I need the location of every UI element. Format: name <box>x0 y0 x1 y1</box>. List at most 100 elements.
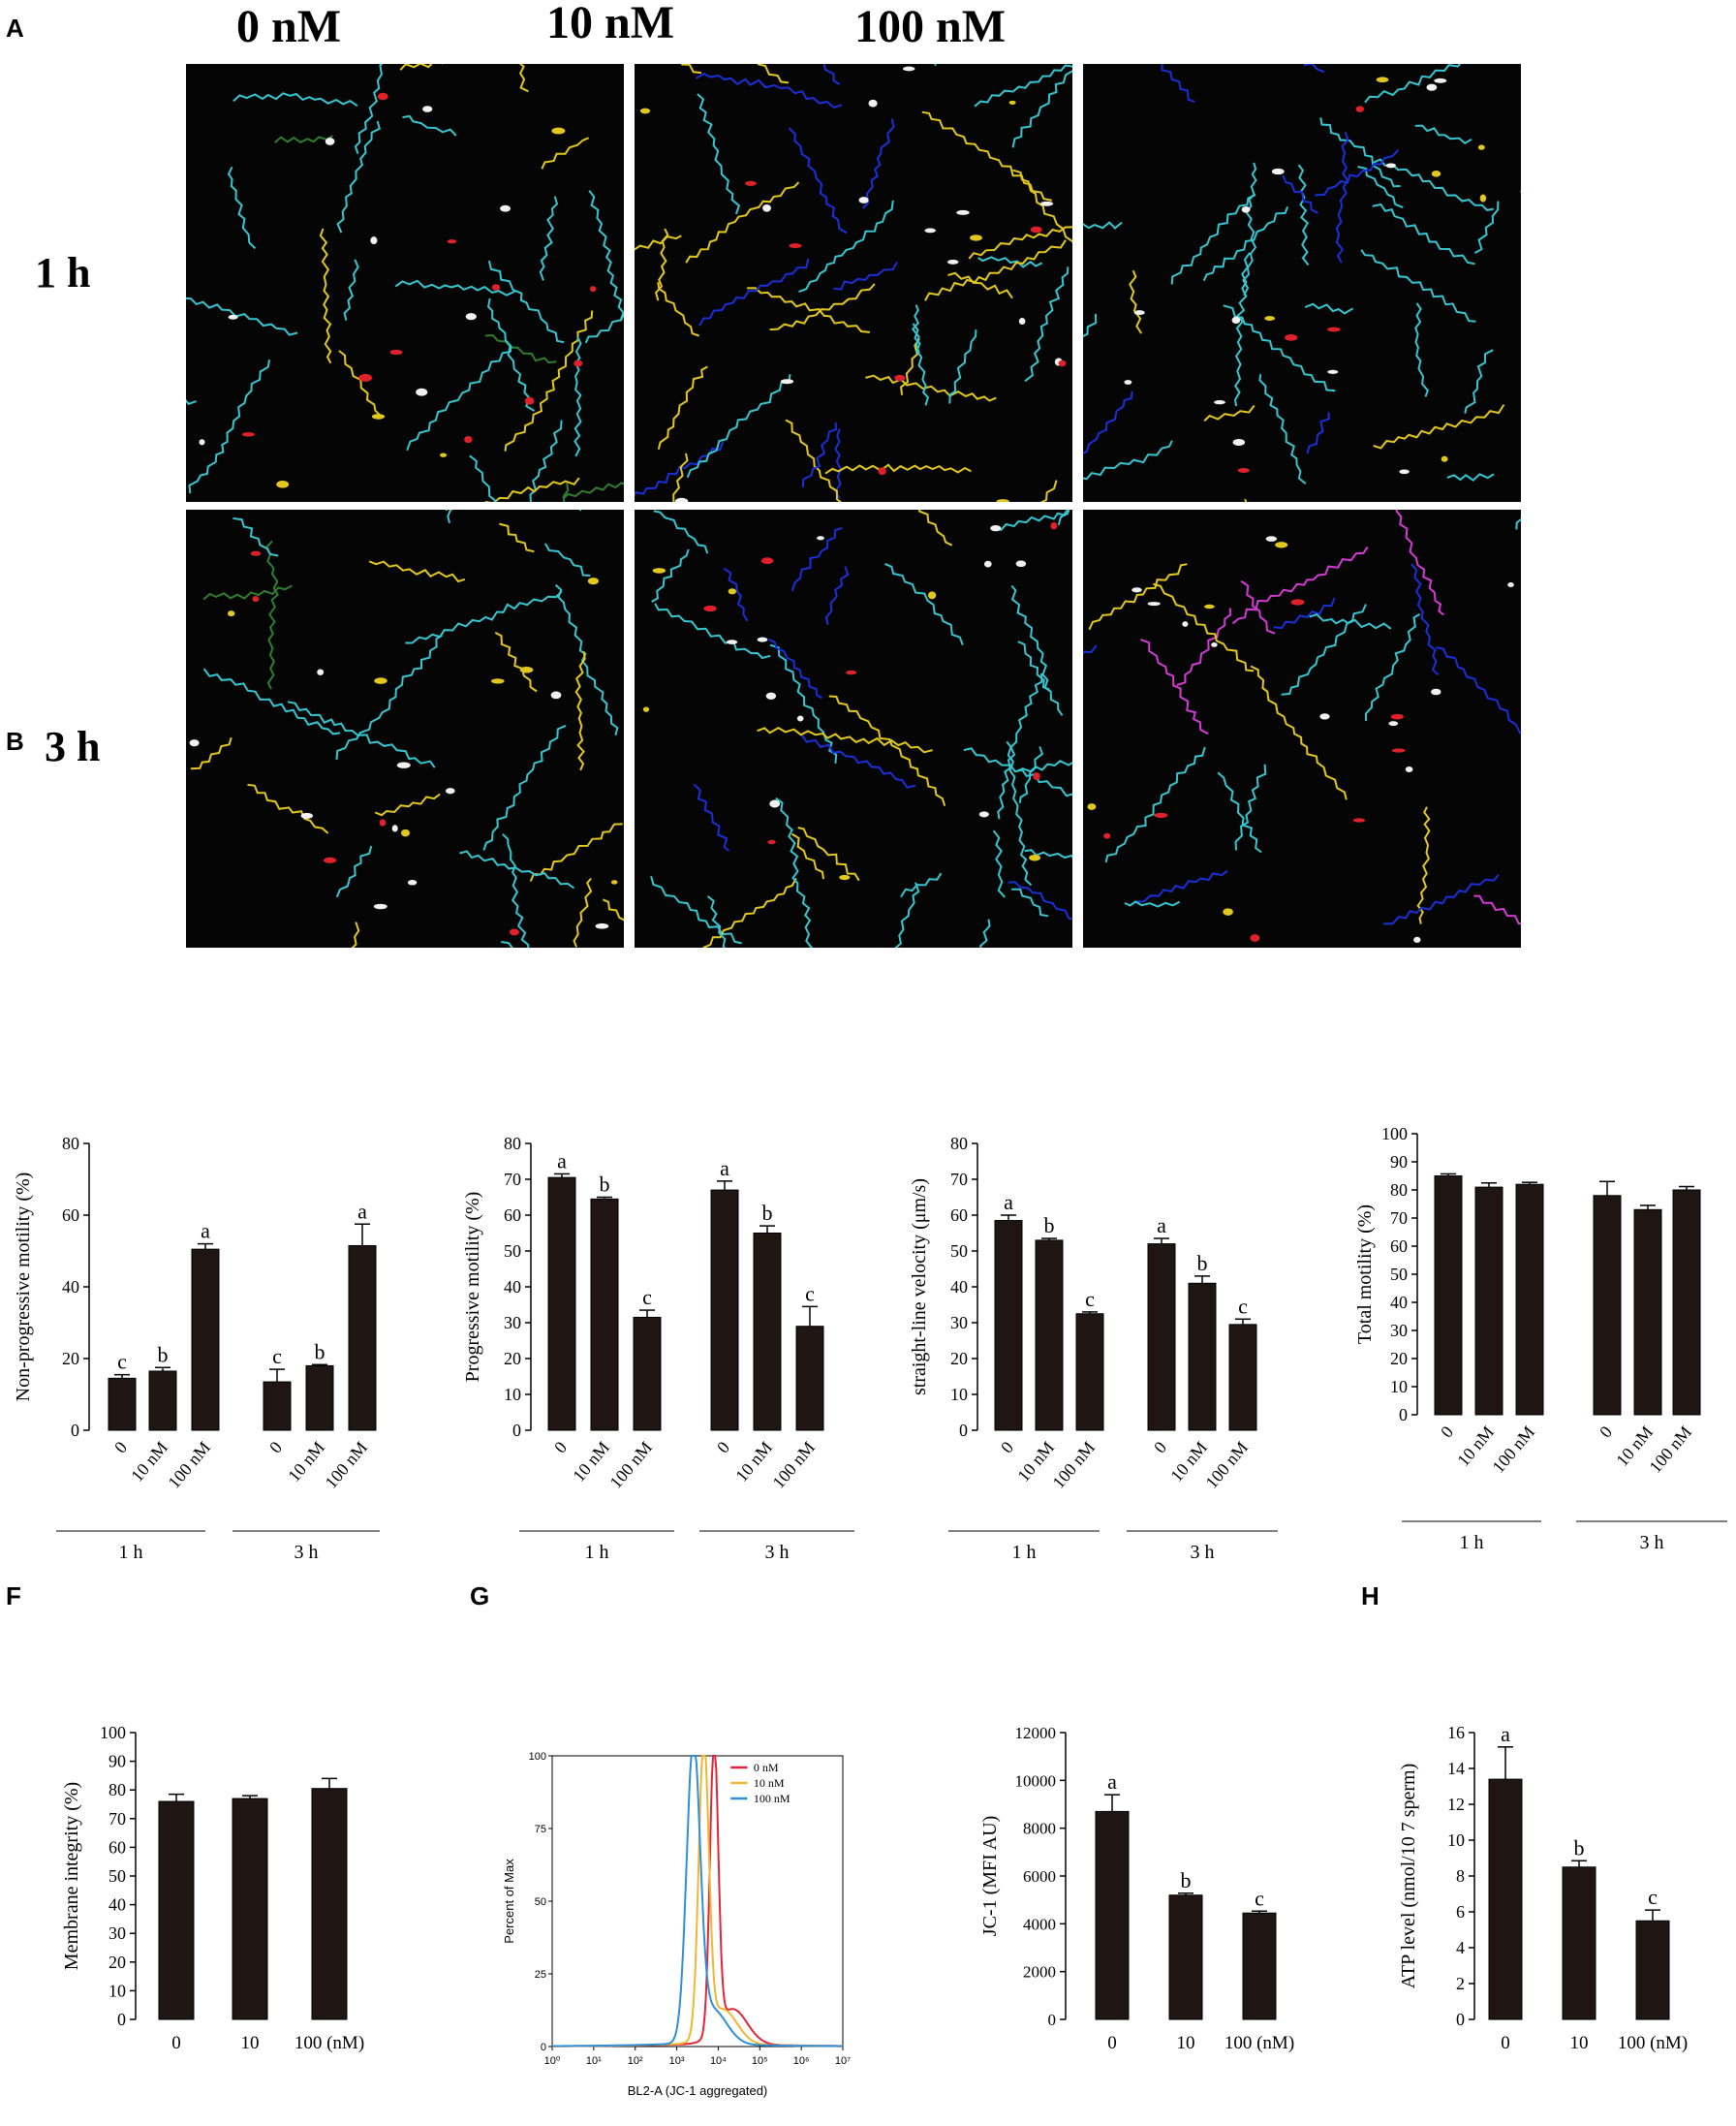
y-tick-label: 20 <box>504 1349 521 1368</box>
significance-letter: a <box>1107 1769 1117 1794</box>
sperm-head <box>1033 772 1040 780</box>
y-tick-label: 70 <box>950 1170 968 1189</box>
sperm-head <box>796 715 804 722</box>
sperm-track <box>1024 849 1072 860</box>
sperm-track <box>824 463 972 475</box>
group-label: 1 h <box>1460 1532 1484 1553</box>
sperm-track <box>602 898 624 922</box>
y-tick-label: 60 <box>62 1205 79 1225</box>
sperm-track <box>202 584 293 601</box>
y-axis-label: Membrane integrity (%) <box>61 1782 82 1970</box>
sperm-head <box>1264 316 1276 322</box>
y-tick-label: 50 <box>950 1241 968 1261</box>
chart-e-total-motility: 0 10 20 30 40 50 60 70 80 90 100 Total motility (%)… <box>1354 1124 1727 1553</box>
y-tick-label: 2000 <box>1023 1963 1056 1982</box>
sperm-track <box>338 350 382 418</box>
sperm-track <box>894 882 920 948</box>
sperm-head <box>990 524 1002 532</box>
significance-letter: b <box>762 1201 773 1225</box>
sperm-head <box>440 453 448 457</box>
sperm-track <box>554 583 619 736</box>
y-tick-label: 20 <box>62 1349 79 1368</box>
sperm-head <box>1477 144 1485 150</box>
y-tick-label: 0 <box>512 1421 521 1440</box>
sperm-track <box>1250 665 1348 800</box>
significance-letter: b <box>1197 1251 1208 1275</box>
sperm-head <box>587 578 600 585</box>
bar <box>1188 1282 1217 1431</box>
bar <box>795 1326 824 1431</box>
panel-label-f: F <box>6 1581 21 1610</box>
sperm-head <box>610 880 618 885</box>
sperm-head <box>500 204 512 212</box>
sperm-track <box>1016 760 1072 773</box>
sperm-track <box>402 114 457 137</box>
sperm-track <box>1360 249 1476 323</box>
y-tick-label: 40 <box>950 1277 968 1297</box>
significance-letter: b <box>600 1172 610 1197</box>
significance-letter: c <box>642 1285 652 1309</box>
sperm-track <box>757 726 933 754</box>
histogram-series <box>552 1755 843 2048</box>
y-axis-label: Percent of Max <box>502 1859 516 1944</box>
y-tick-label: 100 <box>1381 1124 1408 1143</box>
sperm-head <box>674 497 689 502</box>
micrograph-1h-0nm <box>186 64 624 502</box>
sperm-track <box>502 833 530 948</box>
sperm-track <box>801 735 916 789</box>
y-tick-label: 30 <box>108 1923 126 1943</box>
panel-label-g: G <box>470 1581 490 1610</box>
sperm-track <box>588 190 624 322</box>
y-tick-label: 70 <box>108 1809 126 1829</box>
sperm-track <box>653 510 709 554</box>
sperm-head <box>358 373 373 382</box>
sperm-track <box>1319 117 1401 188</box>
x-tick-label: 10⁰ <box>544 2055 561 2067</box>
sperm-track <box>797 827 860 882</box>
sperm-track <box>1357 166 1404 209</box>
sperm-track <box>1464 349 1494 414</box>
sperm-track <box>757 64 790 84</box>
bar <box>148 1370 177 1431</box>
sperm-track <box>504 310 594 452</box>
sperm-head <box>1029 854 1041 861</box>
significance-letter: a <box>557 1148 567 1172</box>
x-tick-label: 10¹ <box>586 2055 602 2067</box>
x-tick-label: 100 nM <box>1488 1423 1538 1477</box>
y-tick-label: 60 <box>950 1205 968 1225</box>
sperm-track <box>343 259 359 321</box>
micrograph-3h-100nm <box>1083 510 1521 948</box>
sperm-track <box>769 283 876 331</box>
sperm-track <box>635 234 682 251</box>
sperm-track <box>539 196 559 281</box>
column-title-0nm: 0 nM <box>236 1 341 52</box>
sperm-head <box>1275 542 1288 548</box>
sperm-track <box>768 638 823 700</box>
x-tick-label: 100 nM <box>605 1438 656 1492</box>
x-tick-label: 10⁶ <box>793 2055 810 2067</box>
sperm-head <box>1285 334 1298 341</box>
sperm-track <box>1083 313 1098 338</box>
sperm-track <box>723 567 749 622</box>
sperm-track <box>1124 900 1181 908</box>
sperm-track <box>287 701 436 768</box>
bar <box>311 1788 348 2020</box>
significance-letter: c <box>1085 1287 1095 1311</box>
x-axis-label: BL2-A (JC-1 aggregated) <box>628 2083 768 2098</box>
sperm-track <box>861 118 895 209</box>
sperm-head <box>374 677 388 684</box>
sperm-head <box>407 880 418 886</box>
sperm-head <box>1124 380 1132 385</box>
y-tick-label: 30 <box>504 1313 521 1332</box>
sperm-track <box>482 724 567 851</box>
legend-label: 10 nM <box>754 1776 785 1790</box>
sperm-head <box>379 819 387 827</box>
sperm-track <box>578 510 582 512</box>
sperm-track <box>368 560 466 583</box>
sperm-track <box>900 872 943 898</box>
sperm-head <box>1431 171 1442 177</box>
sperm-track <box>1414 302 1429 397</box>
sperm-track <box>487 260 565 344</box>
sperm-track <box>1242 162 1257 297</box>
bar <box>1635 1920 1670 2020</box>
